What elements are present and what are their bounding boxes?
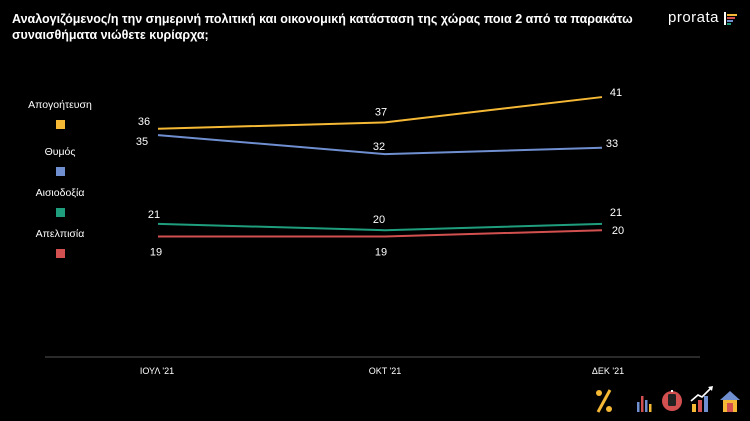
series-line-2 xyxy=(157,134,603,156)
legend-label: Απελπισία xyxy=(35,228,85,240)
legend-label: Απογοήτευση xyxy=(28,99,92,111)
clock-icon xyxy=(662,390,682,411)
data-label-layer: 36 37 41 35 32 33 21 20 21 19 19 20 xyxy=(136,87,624,258)
x-tick-layer: ΙΟΥΛ '21 ΟΚΤ '21 ΔΕΚ '21 xyxy=(140,366,624,376)
legend-swatch xyxy=(56,167,65,176)
series-line-1 xyxy=(157,96,603,130)
data-label: 20 xyxy=(373,214,385,226)
x-tick-label: ΔΕΚ '21 xyxy=(592,366,624,376)
series-layer xyxy=(157,96,603,238)
legend-label: Θυμός xyxy=(44,146,76,158)
data-label: 20 xyxy=(612,225,624,237)
percent-icon xyxy=(596,389,612,413)
series-line-4 xyxy=(158,229,603,238)
legend-swatch xyxy=(56,208,65,217)
data-label: 32 xyxy=(373,141,385,153)
legend-swatch xyxy=(56,249,65,258)
chart-title-line-1: Αναλογιζόμενος/η την σημερινή πολιτική κ… xyxy=(12,12,633,26)
data-label: 19 xyxy=(150,247,162,259)
bar-chart-icon xyxy=(637,396,652,412)
data-label: 33 xyxy=(606,138,618,150)
data-label: 35 xyxy=(136,136,148,148)
growth-chart-icon xyxy=(690,386,713,412)
legend-swatch xyxy=(56,120,65,129)
data-label: 37 xyxy=(375,106,387,118)
legend-label: Αισιοδοξία xyxy=(35,187,85,199)
home-icon xyxy=(720,391,740,412)
footer-icons xyxy=(596,386,740,413)
brand-logo-text: prorata xyxy=(668,9,720,26)
data-label: 21 xyxy=(148,209,160,221)
series-line-3 xyxy=(157,222,603,232)
chart-title: Αναλογιζόμενος/η την σημερινή πολιτική κ… xyxy=(12,11,662,43)
brand-bars-icon xyxy=(724,12,738,26)
x-tick-label: ΟΚΤ '21 xyxy=(369,366,402,376)
data-label: 36 xyxy=(138,116,150,128)
data-label: 41 xyxy=(610,87,622,99)
data-label: 21 xyxy=(610,207,622,219)
data-label: 19 xyxy=(375,247,387,259)
x-tick-label: ΙΟΥΛ '21 xyxy=(140,366,174,376)
chart-title-line-2: συναισθήματα νιώθετε κυρίαρχα; xyxy=(12,28,209,42)
